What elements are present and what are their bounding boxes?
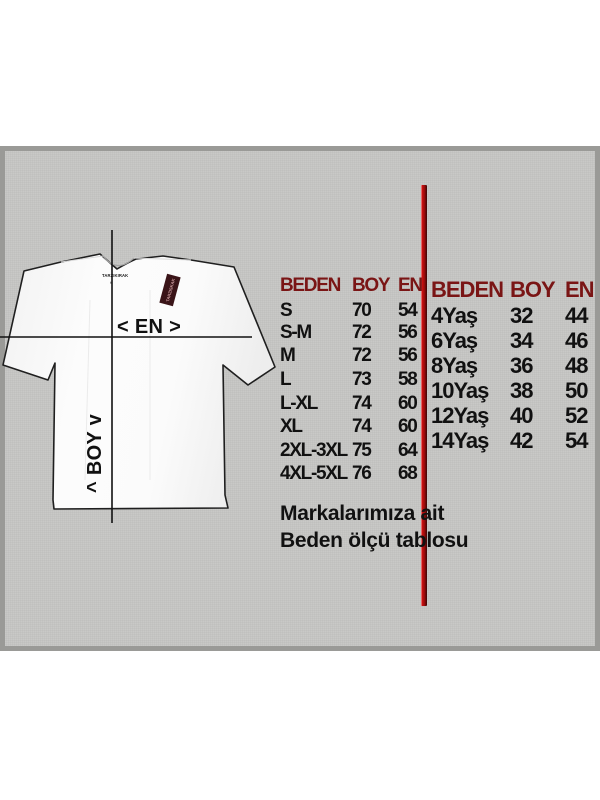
svg-text:^ BOY v: ^ BOY v xyxy=(84,413,106,493)
svg-text:TARZIKIRAK: TARZIKIRAK xyxy=(102,273,128,278)
svg-text:< EN >: < EN > xyxy=(117,316,181,338)
